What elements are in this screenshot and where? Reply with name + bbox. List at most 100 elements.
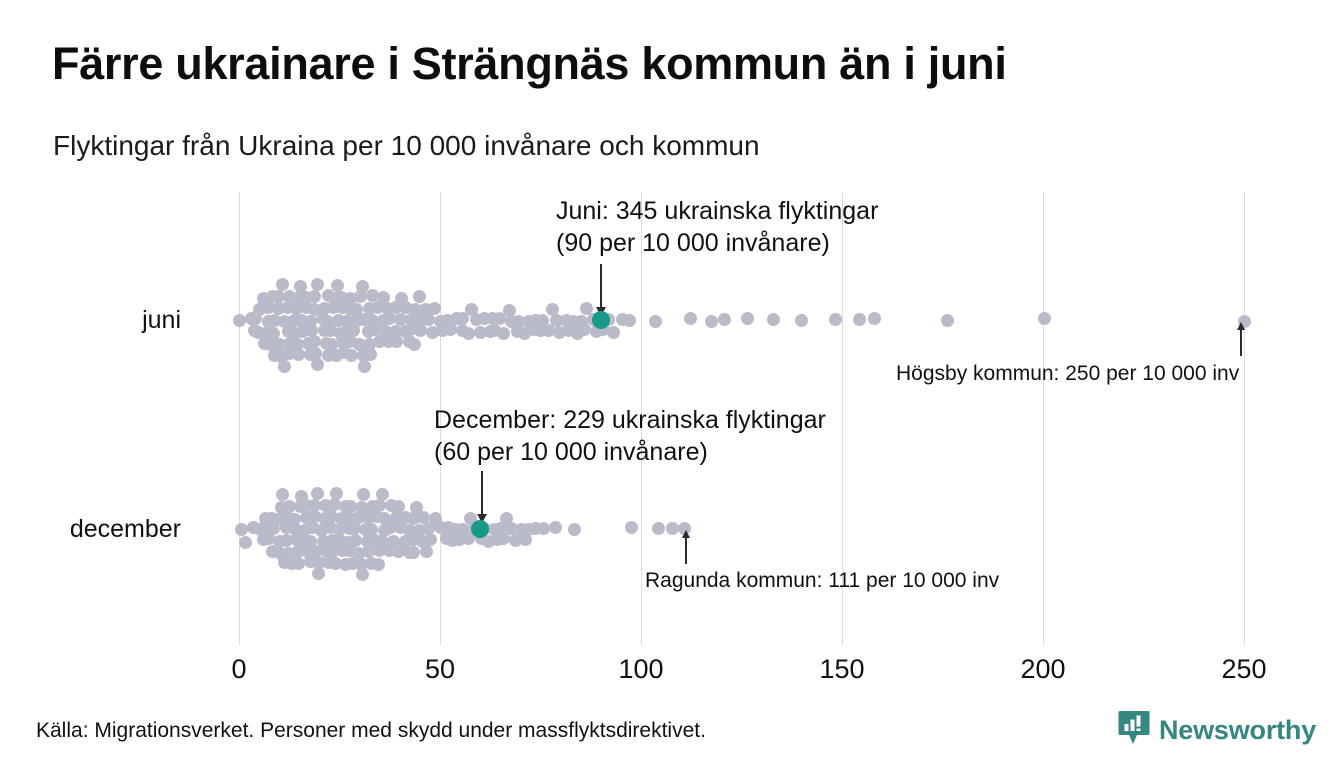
swarm-dot xyxy=(649,315,663,329)
x-tick-label-150: 150 xyxy=(819,654,865,684)
x-tick-label-200: 200 xyxy=(1020,654,1066,684)
swarm-dot xyxy=(355,568,369,582)
swarm-dot xyxy=(518,533,532,547)
swarm-dot xyxy=(407,512,421,526)
swarm-dot xyxy=(383,521,397,535)
swarm-dot xyxy=(542,323,556,337)
swarm-dot xyxy=(393,313,407,327)
arrow-head-hogsby xyxy=(1237,322,1245,330)
swarm-dot xyxy=(262,532,276,546)
swarm-dot xyxy=(271,289,285,303)
swarm-dot xyxy=(267,326,281,340)
gridline-200 xyxy=(1043,192,1044,645)
swarm-dot xyxy=(354,501,368,515)
annotation-december-line1: December: 229 ukrainska flyktingar xyxy=(434,406,826,434)
swarm-dot xyxy=(279,533,293,547)
swarm-dot xyxy=(234,522,248,536)
swarm-dot xyxy=(309,347,323,361)
swarm-dot xyxy=(294,279,308,293)
swarm-dot xyxy=(666,521,680,535)
arrow-line-hogsby xyxy=(1240,330,1242,356)
swarm-dot xyxy=(238,535,252,549)
swarm-dot xyxy=(421,522,435,536)
swarm-dot xyxy=(456,312,470,326)
swarm-dot xyxy=(310,278,324,292)
swarm-dot xyxy=(546,303,560,317)
swarm-dot xyxy=(580,302,594,316)
annotation-juni: Juni: 345 ukrainska flyktingar (90 per 1… xyxy=(556,195,878,259)
swarm-dot xyxy=(329,487,343,501)
swarm-dot xyxy=(473,326,487,340)
swarm-dot xyxy=(607,325,621,339)
swarm-dot xyxy=(365,289,379,303)
swarm-dot xyxy=(291,338,305,351)
swarm-dot xyxy=(412,290,426,304)
swarm-dot xyxy=(308,499,322,513)
swarm-dot xyxy=(291,348,305,362)
swarm-dot xyxy=(386,534,400,548)
highlighted-dot-december[interactable] xyxy=(471,520,490,538)
gridline-50 xyxy=(440,192,441,645)
x-tick-label-50: 50 xyxy=(424,654,456,684)
swarm-dot xyxy=(407,338,421,352)
swarm-dot xyxy=(372,499,386,513)
swarm-dot xyxy=(290,545,304,559)
swarm-dot xyxy=(393,520,407,534)
arrow-line-ragunda xyxy=(685,538,687,564)
swarm-dot xyxy=(292,556,306,570)
swarm-dot xyxy=(376,290,390,304)
swarm-dot xyxy=(795,314,809,328)
swarm-dot xyxy=(355,280,369,294)
annotation-hogsby: Högsby kommun: 250 per 10 000 inv xyxy=(896,362,1240,385)
source-note: Källa: Migrationsverket. Personer med sk… xyxy=(36,719,706,742)
swarm-dot xyxy=(508,533,522,547)
swarm-dot xyxy=(425,326,439,340)
bar-chart-bubble-icon xyxy=(1118,710,1150,751)
annotation-juni-line1: Juni: 345 ukrainska flyktingar xyxy=(556,197,879,225)
swarm-dot xyxy=(365,522,379,536)
x-tick-label-100: 100 xyxy=(618,654,664,684)
annotation-ragunda: Ragunda kommun: 111 per 10 000 inv xyxy=(645,569,1000,592)
swarm-dot xyxy=(568,523,582,536)
swarm-dot xyxy=(462,326,476,340)
swarm-dot xyxy=(444,323,458,337)
x-tick-label-0: 0 xyxy=(231,654,247,684)
category-label-juni: juni xyxy=(142,306,181,334)
swarm-dot xyxy=(828,312,842,326)
swarm-dot xyxy=(853,312,867,326)
newsworthy-wordmark: Newsworthy xyxy=(1159,715,1317,745)
annotation-juni-line2: (90 per 10 000 invånare) xyxy=(556,229,830,257)
swarm-dot xyxy=(403,323,417,337)
swarm-dot xyxy=(267,522,281,536)
swarm-dot xyxy=(311,357,325,371)
arrow-line-december xyxy=(481,471,483,517)
swarm-dot xyxy=(361,544,375,558)
swarm-dot xyxy=(383,312,397,326)
swarm-dot xyxy=(345,349,359,363)
arrow-head-december xyxy=(477,514,487,523)
highlighted-dot-juni[interactable] xyxy=(591,311,610,329)
swarm-dot xyxy=(290,302,304,316)
swarm-dot xyxy=(349,302,363,316)
swarm-dot xyxy=(308,509,322,523)
page-subtitle: Flyktingar från Ukraina per 10 000 invån… xyxy=(53,130,760,161)
swarm-dot xyxy=(323,324,337,338)
swarm-dot xyxy=(325,544,339,558)
arrow-head-ragunda xyxy=(682,530,690,538)
swarm-dot xyxy=(357,487,371,501)
swarm-dot xyxy=(304,534,318,548)
swarm-dot xyxy=(407,546,421,560)
swarm-dot xyxy=(276,487,290,501)
swarm-dot xyxy=(347,324,361,338)
swarm-dot xyxy=(492,311,506,325)
swarm-dot xyxy=(311,487,325,501)
gridline-150 xyxy=(842,192,843,645)
swarm-dot xyxy=(308,335,322,349)
swarm-dot xyxy=(233,313,247,327)
swarm-dot xyxy=(1038,311,1052,325)
swarm-dot xyxy=(325,338,339,352)
swarm-dot xyxy=(362,338,376,352)
swarm-dot xyxy=(414,323,428,337)
